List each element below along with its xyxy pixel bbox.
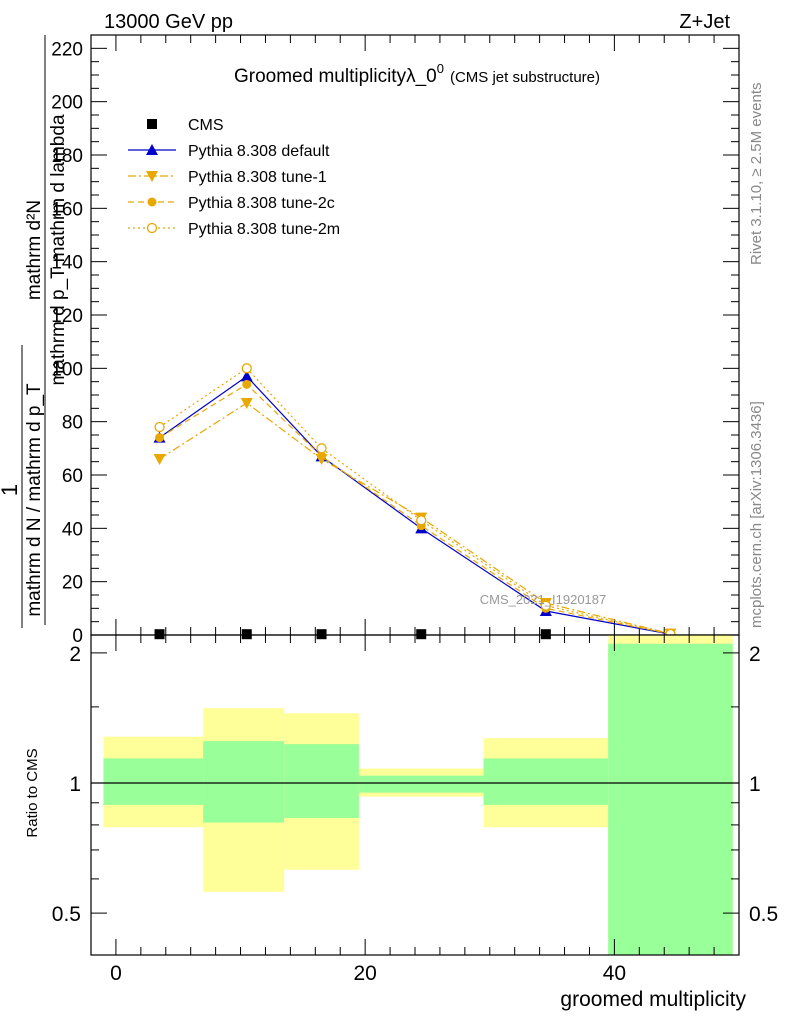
cms-marker [416,629,427,640]
x-tick-label: 0 [110,962,122,985]
y-tick-label: 160 [51,199,83,220]
legend-label: CMS [188,117,224,134]
watermark: CMS_2021_I1920187 [480,592,607,607]
cms-marker [154,629,165,640]
ratio-y-tick-label-right: 2 [749,643,761,666]
y-tick-label: 120 [51,306,83,327]
title-sub: (CMS jet substructure) [450,69,600,86]
triangle-down-marker [153,454,166,465]
main-series [153,363,677,640]
y-tick-label: 220 [51,39,83,60]
ratio-plot: 0.5 0.51 12 20 20 40 Ratio to CMS groomed mul… [24,634,778,1011]
legend-label: Pythia 8.308 tune-2m [188,221,340,238]
mcplots-label: mcplots.cern.ch [arXiv:1306.3436] [748,401,765,628]
ratio-band-inner [358,775,484,793]
ylabel-denominator: mathrm d p_T mathrm d lambda [48,114,69,385]
ratio-band-inner [483,758,609,805]
ratio-y-tick-label: 0.5 [52,903,81,926]
ratio-y-tick-label: 1 [69,773,81,796]
circle-open-marker [241,363,252,374]
ratio-bands [103,635,733,955]
circle-open-marker [154,421,165,433]
series-line [159,375,671,635]
cms-marker [540,629,551,640]
cms-marker [241,629,252,640]
circle-filled-marker [242,379,252,389]
main-ticks: 0 20 40 60 80 100 120 140 160 180 200 220 [51,35,739,647]
ylabel-numerator: mathrm d²N [24,200,45,300]
legend-entry: Pythia 8.308 tune-2c [128,195,335,212]
ylabel-prefix-den: mathrm d N / mathrm d p_T [24,383,45,617]
legend-entry: Pythia 8.308 default [128,143,330,160]
ratio-y-tick-label: 2 [69,643,81,666]
header-right: Z+Jet [679,11,730,33]
series-line [159,383,671,635]
main-plot: 0 20 40 60 80 100 120 140 160 180 200 220 Groomed m… [51,34,740,647]
cms-marker [316,629,327,640]
series-line [159,367,671,635]
x-tick-label: 40 [603,962,626,985]
main-title: Groomed multiplicityλ_00 (CMS jet substru… [234,61,600,87]
cms-marker [147,119,157,129]
circle-open-marker [146,222,158,234]
series-line [159,402,671,635]
legend-label: Pythia 8.308 tune-1 [188,169,327,186]
series-cms [154,629,551,640]
ratio-y-tick-label-right: 1 [749,773,761,796]
circle-filled-marker [155,433,165,443]
circle-open-marker [316,443,327,454]
ratio-band-inner [608,643,733,955]
xlabel: groomed multiplicity [560,988,746,1011]
triangle-down-marker [146,171,158,182]
ratio-ticks: 0.5 0.51 12 20 20 40 [52,635,778,985]
circle-open-marker [540,600,551,611]
ratio-frame [90,634,740,956]
header-left: 13000 GeV pp [104,11,233,33]
title-main: Groomed multiplicityλ_0 [234,66,437,87]
legend-entry: Pythia 8.308 tune-2m [128,221,340,238]
rivet-label: Rivet 3.1.10, ≥ 2.5M events [748,83,765,266]
y-tick-label: 100 [51,359,83,380]
y-tick-label: 20 [62,573,83,594]
legend-entry: Pythia 8.308 tune-1 [128,169,327,186]
circle-open-marker [416,515,427,526]
title-sup: 0 [437,61,444,76]
legend-label: Pythia 8.308 default [188,143,330,160]
triangle-up-marker [240,370,253,382]
x-tick-label: 20 [353,962,376,985]
ylabel-prefix: 1 [0,484,22,496]
y-tick-label: 200 [51,93,83,114]
y-tick-label: 0 [72,626,83,647]
y-tick-label: 60 [62,466,83,487]
circle-filled-marker [317,451,327,461]
legend: CMS Pythia 8.308 default Pythia 8.308 tune… [128,117,340,238]
ratio-band-inner [203,741,285,823]
ratio-ylabel: Ratio to CMS [24,748,41,837]
triangle-down-marker [240,398,253,409]
ratio-y-tick-label-right: 0.5 [749,903,778,926]
legend-entry: CMS [147,117,224,134]
series-pythia-8-308-tune-2m [154,363,676,640]
main-ylabel: mathrm d²N mathrm d p_T mathrm d lambda … [0,35,69,628]
ratio-band-inner [103,758,204,805]
y-tick-label: 180 [51,146,83,167]
y-tick-label: 80 [62,413,83,434]
y-tick-label: 40 [62,519,83,540]
y-tick-label: 140 [51,253,83,274]
triangle-up-marker [146,144,158,155]
legend-label: Pythia 8.308 tune-2c [188,195,335,212]
ratio-band-inner [284,744,359,818]
circle-filled-marker [147,197,157,207]
